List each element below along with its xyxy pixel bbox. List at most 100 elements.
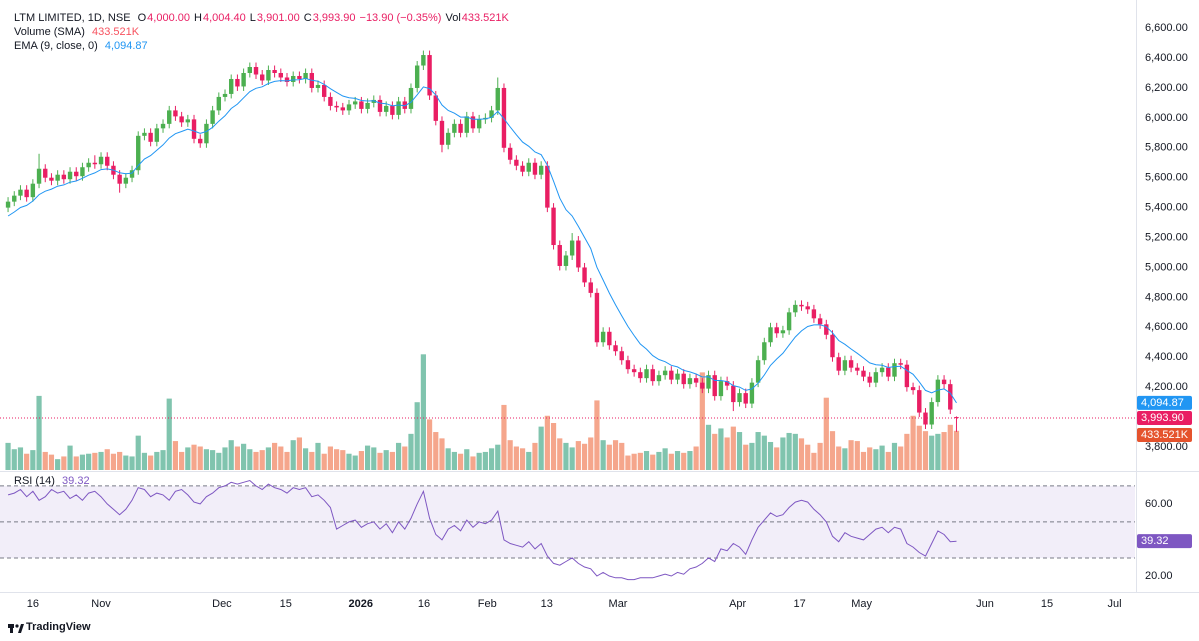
ohlc-value: 3,901.00 [256,12,300,24]
candle-body [873,372,879,383]
candle-body [780,330,786,334]
candle-body [383,105,389,112]
volume-bar [185,447,191,470]
volume-bar [30,450,36,470]
candle-body [421,55,426,66]
candle-body [210,110,215,124]
volume-bar [383,450,389,470]
volume-bar [55,459,61,470]
rsi-tick-label: 20.00 [1145,570,1173,582]
candle-body [762,342,767,361]
candle-body [824,324,829,335]
candle-body [799,304,804,307]
candle-body [526,162,531,172]
volume-bar [265,447,272,470]
volume-bar [17,447,24,470]
candle-body [712,375,717,397]
volume-bar [117,451,123,470]
candle-body [185,119,191,123]
volume-bar [259,450,265,470]
vol-value: 433.521K [461,12,509,24]
candle-body [179,116,184,123]
candle-body [681,373,686,385]
volume-bar [402,446,408,470]
volume-bar [743,444,749,470]
candle-body [786,312,792,331]
volume-bar [811,452,817,470]
candle-body [948,384,953,410]
volume-bar [79,454,86,470]
candle-body [836,357,841,371]
x-tick-label: Dec [212,598,232,610]
volume-bar [389,451,395,470]
candle-body [229,78,234,94]
volume-bar [172,441,179,470]
volume-bar [718,428,724,470]
volume-bar [197,446,203,470]
candle-body [173,110,178,117]
candle-body [631,369,637,373]
volume-bar [228,440,234,470]
candle-body [557,245,562,266]
x-tick-label: Apr [729,598,746,610]
volume-bar [891,442,898,470]
candle-body [576,240,581,268]
candle-body [693,378,699,383]
volume-bar [842,448,848,470]
rsi-line [7,479,957,581]
candle-body [129,170,135,178]
candle-body [706,375,711,389]
y-tick-label: 4,400.00 [1145,351,1188,363]
candle-body [749,382,755,404]
volume-bar [495,444,501,470]
volume-bar [730,426,736,470]
volume-bar [464,449,470,470]
vol-key: Vol [445,12,461,24]
y-tick-label: 5,800.00 [1145,142,1188,154]
candle-body [247,67,253,73]
x-tick-label: 17 [794,598,806,610]
volume-bar [563,442,569,470]
volume-bar [327,446,333,470]
volume-bar [631,453,637,470]
candle-body [12,195,17,202]
ema-line [7,77,957,404]
candle-body [458,123,463,133]
candle-body [92,162,98,165]
volume-bar [482,451,488,470]
ema-name: EMA (9, close, 0) [14,40,98,52]
volume-bar [643,451,650,470]
candle-body [520,165,525,172]
x-tick-label: 15 [280,598,292,610]
ema-label-box [1137,395,1192,410]
x-tick-label: 15 [1041,598,1053,610]
ema-legend: EMA (9, close, 0) 4,094.87 [14,40,152,53]
candle-body [607,331,612,346]
candle-body [49,177,54,181]
volume-bar [290,440,296,470]
candle-body [284,77,290,82]
volume-bar [395,442,402,470]
candle-body [377,99,383,112]
candle-body [191,119,197,139]
volume-bar [904,433,910,470]
candle-body [600,331,606,343]
volume-bar [619,442,625,470]
volume-label-text: 433.521K [1141,429,1189,441]
volume-bar [761,435,767,470]
y-tick-label: 4,200.00 [1145,381,1188,393]
candle-body [278,72,284,78]
candle-body [18,189,23,196]
volume-bar [656,451,662,470]
candle-body [731,385,736,403]
candle-body [768,327,773,343]
candle-body [817,318,823,325]
volume-bar [135,435,141,470]
candles [5,50,959,432]
ema-value: 4,094.87 [104,40,148,52]
candle-body [30,183,36,198]
candle-body [687,378,693,385]
candle-body [737,393,742,403]
volume-bar [451,451,457,470]
volume-bar [123,455,129,470]
